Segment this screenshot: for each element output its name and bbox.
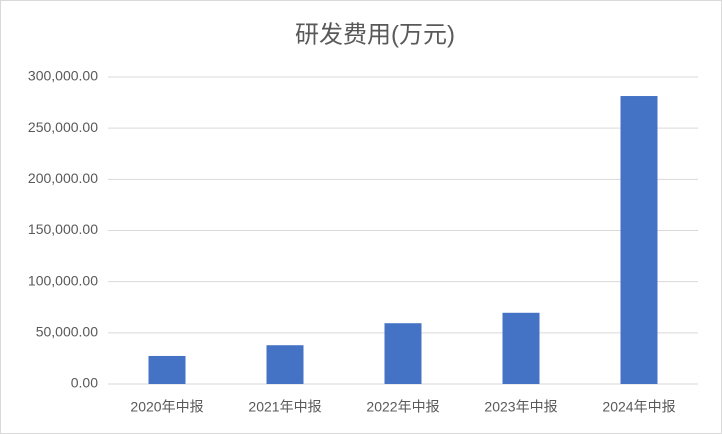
x-tick-label: 2023年中报 <box>484 399 557 415</box>
y-tick-label: 200,000.00 <box>28 170 98 186</box>
y-tick-label: 100,000.00 <box>28 272 98 288</box>
bar <box>620 96 658 384</box>
bar <box>502 312 540 384</box>
bar <box>266 345 304 384</box>
x-tick-label: 2024年中报 <box>602 399 675 415</box>
x-tick-label: 2021年中报 <box>248 399 321 415</box>
bar <box>384 323 422 384</box>
bar <box>148 355 186 384</box>
y-tick-label: 300,000.00 <box>28 68 98 84</box>
chart-title: 研发费用(万元) <box>295 21 455 48</box>
x-tick-label: 2020年中报 <box>130 399 203 415</box>
y-tick-label: 50,000.00 <box>36 324 98 340</box>
y-tick-label: 0.00 <box>71 375 98 391</box>
y-tick-label: 250,000.00 <box>28 119 98 135</box>
y-tick-label: 150,000.00 <box>28 221 98 237</box>
x-tick-label: 2022年中报 <box>366 399 439 415</box>
